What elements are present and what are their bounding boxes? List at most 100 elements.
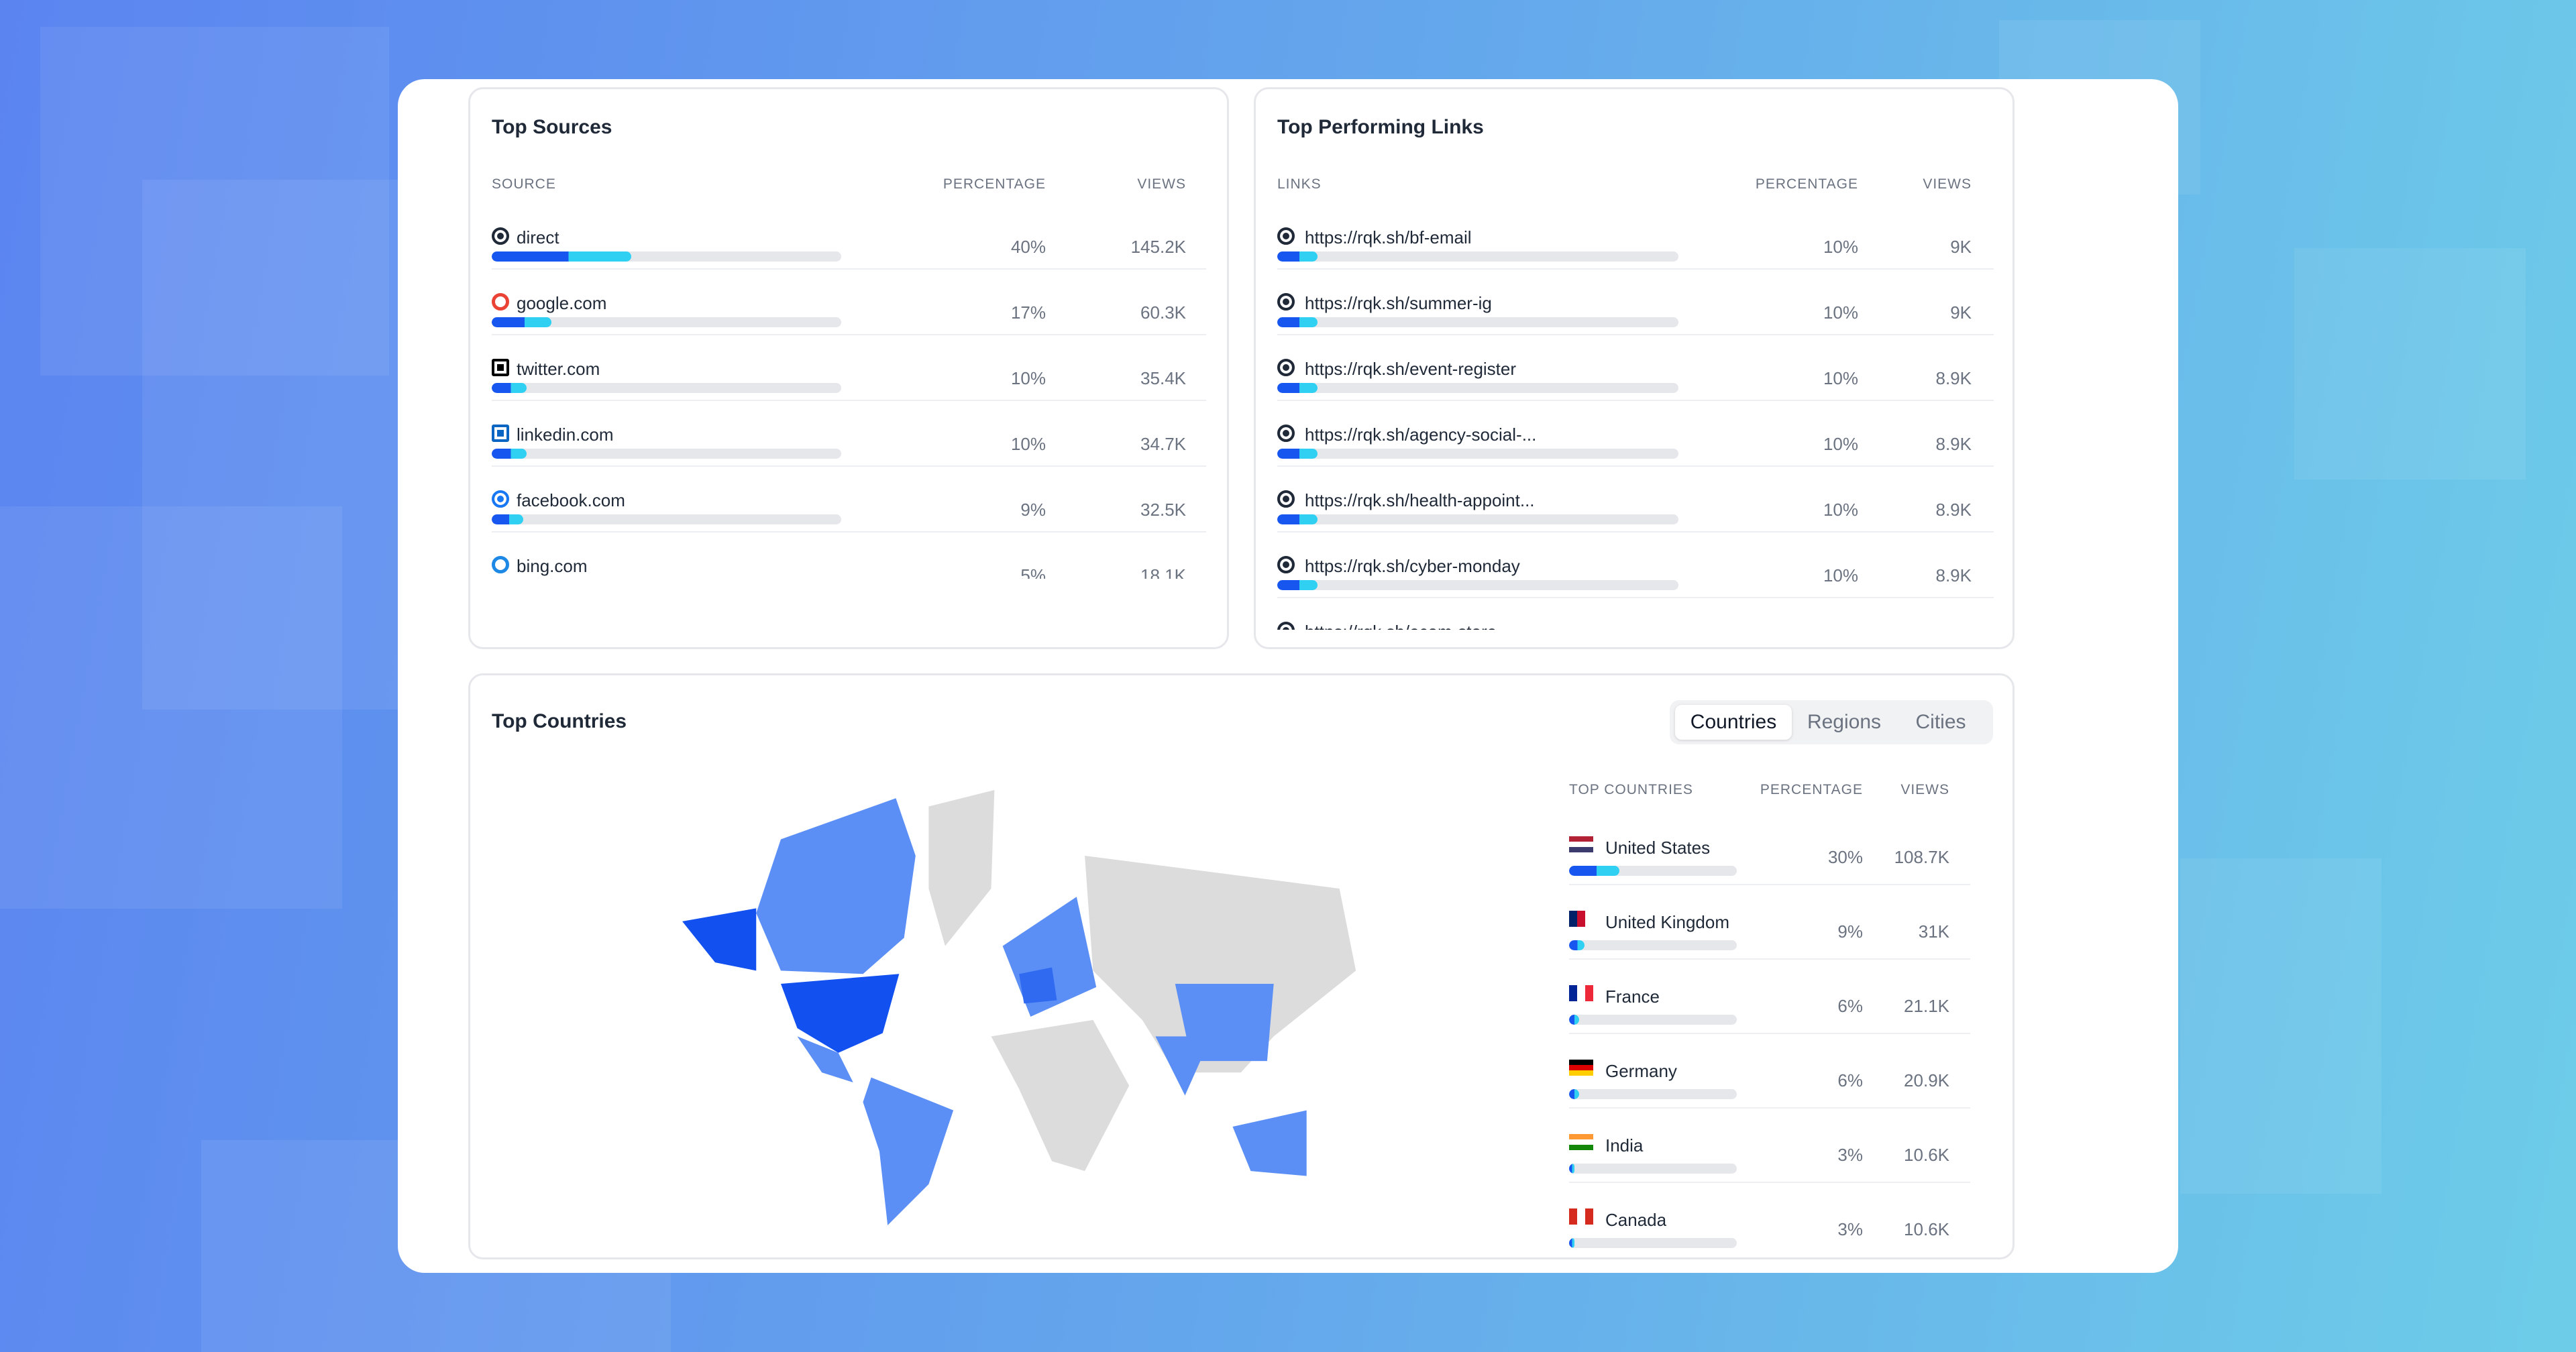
panel-title: Top Countries — [492, 710, 627, 732]
map-region — [1019, 967, 1057, 1004]
row-name: https://rqk.sh/summer-ig — [1305, 293, 1492, 313]
bar-track — [1277, 580, 1678, 590]
percentage-bar — [1277, 580, 1318, 590]
map-region — [928, 790, 995, 946]
row-separator — [492, 268, 1206, 270]
percentage-bar — [1569, 940, 1585, 950]
bar-track — [1569, 1015, 1737, 1025]
table-body: https://rqk.sh/bf-email 10% 9K https://rqk.… — [1256, 210, 2012, 630]
percentage-label: 10% — [1010, 368, 1046, 388]
tab[interactable]: Countries — [1675, 705, 1792, 740]
row-name: https://rqk.sh/cyber-monday — [1305, 556, 1520, 576]
countries-panel: Top Countries Countries Regions Cities TOP… — [468, 673, 2015, 1259]
row-separator — [1277, 268, 1994, 270]
flag-stripe — [1569, 836, 1593, 842]
map-region — [991, 1019, 1130, 1172]
percentage-bar — [1569, 1164, 1574, 1174]
views-label: 60.3K — [1140, 302, 1186, 323]
bar-track — [1569, 1089, 1737, 1099]
views-label: 108.7K — [1894, 847, 1949, 867]
row-name: https://rqk.sh/agency-social-... — [1305, 425, 1537, 445]
bar-track — [1277, 514, 1678, 524]
row-separator — [1569, 958, 1970, 960]
percentage-bar — [492, 383, 527, 393]
row-name: linkedin.com — [517, 425, 614, 445]
row-separator — [1569, 884, 1970, 885]
flag-stripe — [1577, 985, 1585, 1001]
source-icon — [1277, 490, 1295, 508]
percentage-bar — [1569, 1089, 1579, 1099]
flag-stripe — [1585, 911, 1593, 927]
views-label: 145.2K — [1130, 237, 1186, 257]
row-name: twitter.com — [517, 359, 600, 379]
percentage-bar — [492, 251, 632, 262]
views-label: 8.9K — [1935, 434, 1972, 454]
flag-icon — [1569, 985, 1593, 1001]
percentage-bar — [1569, 1015, 1579, 1025]
percentage-label: 10% — [1823, 500, 1858, 520]
row-name: https://rqk.sh/event-register — [1305, 359, 1517, 379]
percentage-label: 6% — [1837, 996, 1863, 1016]
percentage-label: 10% — [1823, 302, 1858, 323]
percentage-label: 10% — [1823, 237, 1858, 257]
percentage-label: 9% — [1837, 921, 1863, 942]
bar-track — [492, 514, 841, 524]
row-separator — [1277, 531, 1994, 532]
flag-icon — [1569, 836, 1593, 852]
views-label: 32.5K — [1140, 500, 1186, 520]
flag-stripe — [1569, 1065, 1593, 1070]
views-label: 21.1K — [1904, 996, 1949, 1016]
views-label: 8.9K — [1935, 368, 1972, 388]
views-label: 9K — [1950, 302, 1972, 323]
map-region — [1232, 1110, 1307, 1176]
table-body: United States 30% 108.7K United Kingdom 9% 31… — [470, 823, 2012, 1252]
source-icon — [492, 490, 509, 508]
column-header: PERCENTAGE — [1755, 176, 1858, 192]
row-name: bing.com — [517, 556, 588, 576]
column-header: VIEWS — [1900, 782, 1949, 797]
row-name: https://rqk.sh/health-appoint... — [1305, 490, 1535, 510]
percentage-bar — [1277, 251, 1318, 262]
percentage-label: 40% — [1010, 237, 1046, 257]
source-icon — [492, 293, 509, 311]
views-label: 10.6K — [1904, 1145, 1949, 1165]
bg-shape — [0, 506, 342, 909]
map-region — [1085, 855, 1356, 1073]
percentage-label: 10% — [1010, 434, 1046, 454]
bar-track — [1277, 449, 1678, 459]
world-map — [682, 790, 1356, 1225]
flag-stripe — [1569, 847, 1593, 852]
flag-stripe — [1569, 985, 1577, 1001]
bar-track — [1277, 251, 1678, 262]
percentage-label: 10% — [1823, 565, 1858, 585]
bar-track — [492, 449, 841, 459]
flag-stripe — [1569, 1145, 1593, 1150]
flag-stripe — [1569, 1070, 1593, 1076]
percentage-bar — [492, 449, 527, 459]
bg-shape — [142, 180, 411, 710]
source-icon — [1277, 293, 1295, 311]
flag-icon — [1569, 1208, 1593, 1225]
column-header: PERCENTAGE — [943, 176, 1046, 192]
percentage-bar — [1277, 317, 1318, 327]
column-header: SOURCE — [492, 176, 556, 192]
percentage-label: 10% — [1823, 434, 1858, 454]
percentage-bar — [1569, 1238, 1574, 1248]
column-header: PERCENTAGE — [1760, 782, 1863, 797]
bar-track — [1277, 383, 1678, 393]
source-icon — [1277, 425, 1295, 442]
map-region — [1155, 1036, 1212, 1096]
sources-panel: Top Sources SOURCE PERCENTAGE VIEWS direct 4… — [468, 87, 1229, 649]
row-separator — [492, 334, 1206, 335]
source-icon — [1277, 227, 1295, 245]
tab[interactable]: Regions — [1807, 711, 1882, 733]
row-name: https://rqk.sh/bf-email — [1305, 227, 1472, 247]
row-separator — [492, 465, 1206, 467]
tab[interactable]: Cities — [1915, 711, 1966, 733]
column-header: TOP COUNTRIES — [1569, 782, 1693, 797]
bar-track — [1277, 317, 1678, 327]
percentage-bar — [1277, 383, 1318, 393]
row-separator — [1569, 1182, 1970, 1183]
source-icon — [492, 425, 509, 442]
